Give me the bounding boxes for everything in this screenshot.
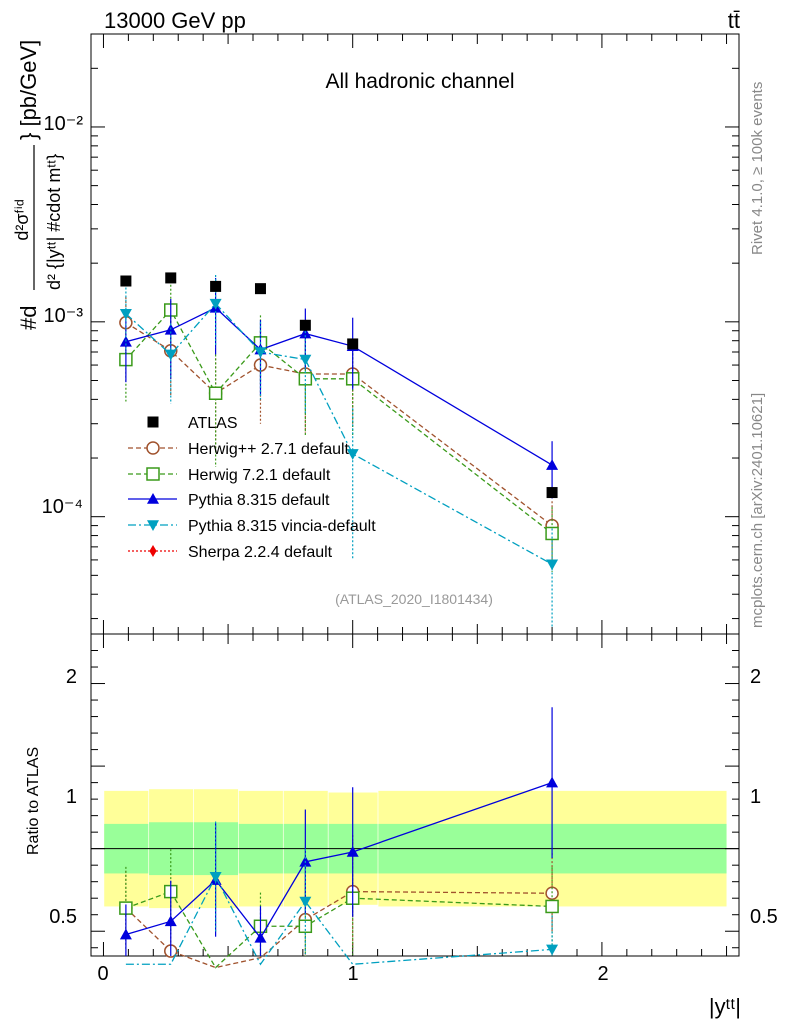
- data-point: [546, 459, 559, 470]
- legend-item-herwig7: Herwig 7.2.1 default: [128, 467, 331, 484]
- ratio-point: [119, 928, 132, 940]
- legend-marker: [147, 520, 159, 531]
- data-point: [298, 372, 313, 386]
- legend-item-pythia-vincia: Pythia 8.315 vincia-default: [128, 518, 376, 535]
- legend-marker: [147, 493, 159, 504]
- atlas-point: [546, 487, 558, 499]
- atlas-point: [210, 280, 222, 292]
- ratio-point: [346, 845, 359, 857]
- x-axis-label: |yᵗᵗ|: [709, 994, 741, 1019]
- data-point: [208, 386, 223, 400]
- xtick-label: 0: [97, 963, 108, 985]
- legend-marker: [146, 467, 160, 481]
- data-point: [119, 308, 132, 320]
- analysis-watermark: (ATLAS_2020_I1801434): [335, 591, 493, 607]
- ylabel-denominator: d² {|yᵗᵗ| #cdot mᵗᵗ}: [44, 154, 64, 290]
- ratio-line: [125, 875, 553, 966]
- atlas-point: [165, 272, 177, 284]
- ratio-y-axis-label: Ratio to ATLAS: [25, 747, 42, 855]
- main-data-marks: [119, 272, 559, 628]
- legend-label: Pythia 8.315 default: [188, 492, 330, 509]
- legend-item-atlas: ATLAS: [147, 415, 238, 432]
- ratio-point: [545, 899, 559, 914]
- data-point: [254, 347, 267, 359]
- series-pythia-8-315-default: [119, 277, 559, 499]
- main-ytick-label: 10⁻²: [44, 113, 84, 135]
- ratio-ytick-label: 1: [66, 786, 77, 808]
- plot-title: All hadronic channel: [325, 70, 514, 93]
- data-point: [346, 449, 359, 460]
- legend-item-sherpa: Sherpa 2.2.4 default: [128, 544, 333, 561]
- legend-item-pythia: Pythia 8.315 default: [128, 492, 330, 509]
- rivet-version-label: Rivet 4.1.0, ≥ 100k events: [749, 82, 766, 255]
- atlas-point: [347, 338, 359, 350]
- atlas-point: [299, 319, 311, 331]
- atlas-point: [120, 275, 132, 287]
- ratio-ytick-label: 0.5: [49, 906, 77, 928]
- source-label: mcplots.cern.ch [arXiv:2401.10621]: [749, 393, 766, 628]
- data-point: [299, 354, 312, 366]
- legend-label: Herwig++ 2.7.1 default: [188, 441, 350, 458]
- ratio-axis-ticks: [91, 634, 739, 956]
- legend-label: Sherpa 2.2.4 default: [188, 544, 333, 561]
- main-ytick-label: 10⁻³: [44, 305, 84, 327]
- ylabel-numerator: d²σᶠⁱᵈ: [12, 199, 32, 240]
- data-point: [164, 349, 177, 361]
- data-point: [546, 559, 559, 571]
- ratio-uncertainty-bands: [91, 789, 739, 909]
- ratio-ytick-label-right: 0.5: [750, 906, 778, 928]
- legend-marker: [149, 545, 157, 557]
- series-atlas: [120, 272, 558, 499]
- ratio-plot-frame: [90, 633, 740, 957]
- legend-item-herwigpp: Herwig++ 2.7.1 default: [128, 441, 350, 458]
- ratio-ytick-label-right: 2: [750, 666, 761, 688]
- ylabel-unit: } [pb/GeV]: [16, 40, 41, 140]
- ratio-line: [125, 890, 553, 969]
- xtick-label: 2: [597, 963, 608, 985]
- ratio-point: [546, 776, 559, 788]
- ratio-data-marks: [119, 707, 559, 969]
- main-y-axis-label: #d d²σᶠⁱᵈ d² {|yᵗᵗ| #cdot mᵗᵗ} } [pb/GeV…: [12, 40, 64, 330]
- atlas-point: [254, 283, 266, 295]
- xtick-label: 1: [347, 963, 358, 985]
- process-label: tt̄: [728, 8, 740, 33]
- ratio-point: [164, 915, 177, 927]
- legend-marker: [147, 416, 159, 428]
- ratio-series-pythia-8-315-vincia-default: [125, 821, 559, 966]
- main-ytick-label: 10⁻⁴: [42, 496, 83, 518]
- legend: ATLAS Herwig++ 2.7.1 default Herwig 7.2.…: [128, 415, 376, 561]
- energy-label: 13000 GeV pp: [104, 8, 246, 33]
- main-axis-ticks: [91, 33, 739, 634]
- ratio-point: [546, 944, 559, 956]
- legend-label: Pythia 8.315 vincia-default: [188, 518, 376, 535]
- ratio-ytick-label-right: 1: [750, 786, 761, 808]
- legend-label: Herwig 7.2.1 default: [188, 467, 331, 484]
- legend-marker: [146, 441, 160, 455]
- data-point: [209, 298, 222, 310]
- ratio-point: [209, 871, 222, 883]
- ylabel-main: #d: [16, 306, 41, 330]
- ratio-point: [299, 896, 312, 908]
- ratio-ytick-label: 2: [66, 666, 77, 688]
- ratio-point: [254, 931, 267, 943]
- legend-label: ATLAS: [188, 415, 238, 432]
